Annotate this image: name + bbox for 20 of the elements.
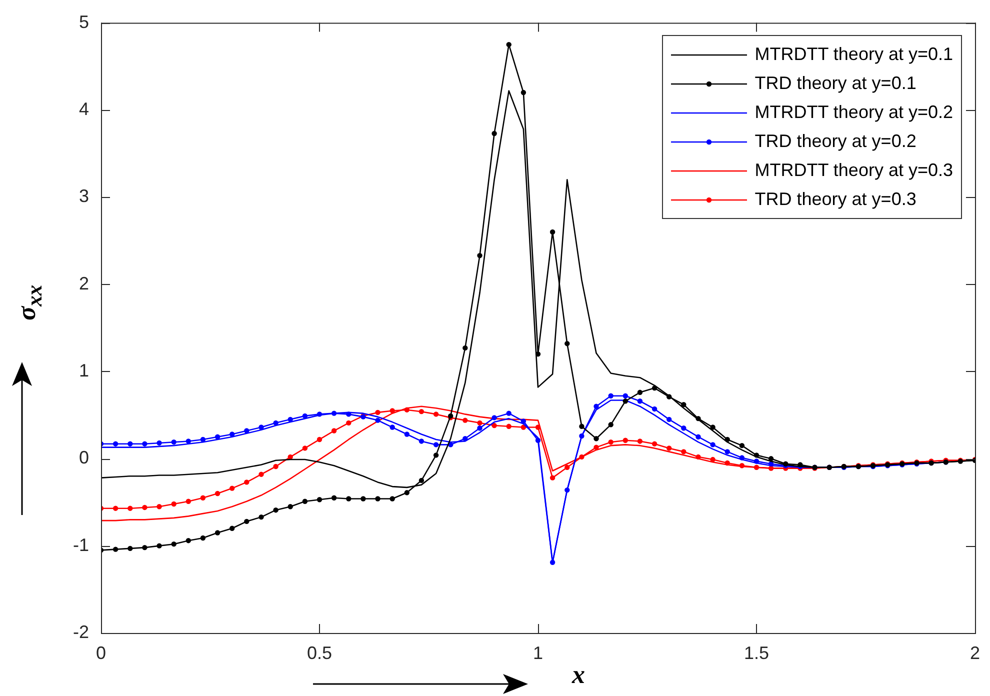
legend-label: TRD theory at y=0.3 xyxy=(754,189,916,210)
legend-label: MTRDTT theory at y=0.2 xyxy=(754,102,953,123)
x-tick-label: 0 xyxy=(96,642,106,663)
legend-label: TRD theory at y=0.2 xyxy=(754,131,916,152)
y-tick-label: 1 xyxy=(78,360,89,380)
y-tick-label: 5 xyxy=(78,12,89,32)
y-tick-label: 3 xyxy=(78,186,89,206)
x-axis-title: x xyxy=(572,660,585,690)
y-tick-label: 4 xyxy=(78,98,89,119)
y-tick-label: -2 xyxy=(72,622,89,642)
y-tick-label: 0 xyxy=(78,448,89,468)
legend-label: TRD theory at y=0.1 xyxy=(754,73,916,94)
y-tick-label: -1 xyxy=(72,534,89,555)
x-tick-label: 1 xyxy=(532,642,544,663)
x-tick-label: 2 xyxy=(970,642,980,663)
legend-label: MTRDTT theory at y=0.1 xyxy=(754,44,953,65)
x-tick-label: 1.5 xyxy=(744,642,770,663)
x-tick-label: 0.5 xyxy=(306,642,332,663)
y-tick-label: 2 xyxy=(78,273,89,294)
legend-label: MTRDTT theory at y=0.3 xyxy=(754,160,953,181)
